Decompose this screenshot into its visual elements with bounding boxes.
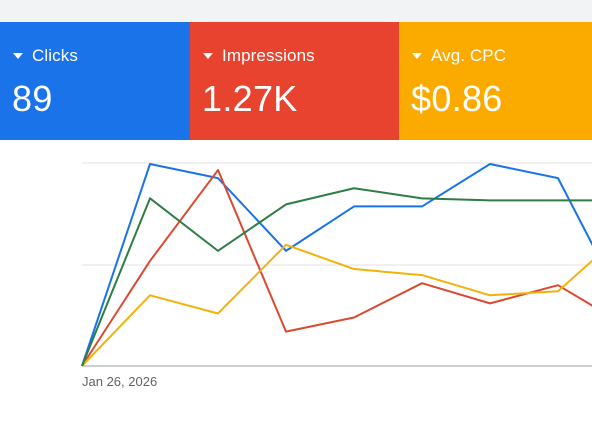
series-line-3 [81, 243, 592, 367]
series-line-2 [81, 169, 592, 367]
metric-value-clicks: 89 [12, 78, 53, 119]
metric-card-avg-cpc[interactable]: Avg. CPC $0.86 [399, 22, 592, 140]
metric-card-impressions[interactable]: Impressions 1.27K [190, 22, 399, 140]
metric-label-row: Impressions [202, 46, 399, 66]
metric-label-impressions: Impressions [222, 46, 315, 65]
metric-card-clicks[interactable]: Clicks 89 [0, 22, 190, 140]
metric-label-clicks: Clicks [32, 46, 78, 65]
metric-value-avg-cpc: $0.86 [411, 78, 503, 119]
series-line-4 [81, 187, 592, 367]
caret-down-icon[interactable] [13, 53, 23, 59]
x-axis-start-date: Jan 26, 2026 [82, 374, 158, 389]
top-toolbar-strip [0, 0, 592, 23]
series-line-1 [81, 163, 592, 367]
caret-down-icon[interactable] [412, 53, 422, 59]
metric-cards: Clicks 89 Impressions 1.27K Avg. CPC $0.… [0, 22, 592, 140]
caret-down-icon[interactable] [203, 53, 213, 59]
performance-chart-svg [81, 162, 592, 367]
metric-label-avg-cpc: Avg. CPC [431, 46, 507, 65]
metric-label-row: Clicks [12, 46, 190, 66]
performance-chart [0, 140, 592, 424]
metric-value-impressions: 1.27K [202, 78, 298, 119]
metric-label-row: Avg. CPC [411, 46, 592, 66]
series-layer [81, 163, 592, 367]
